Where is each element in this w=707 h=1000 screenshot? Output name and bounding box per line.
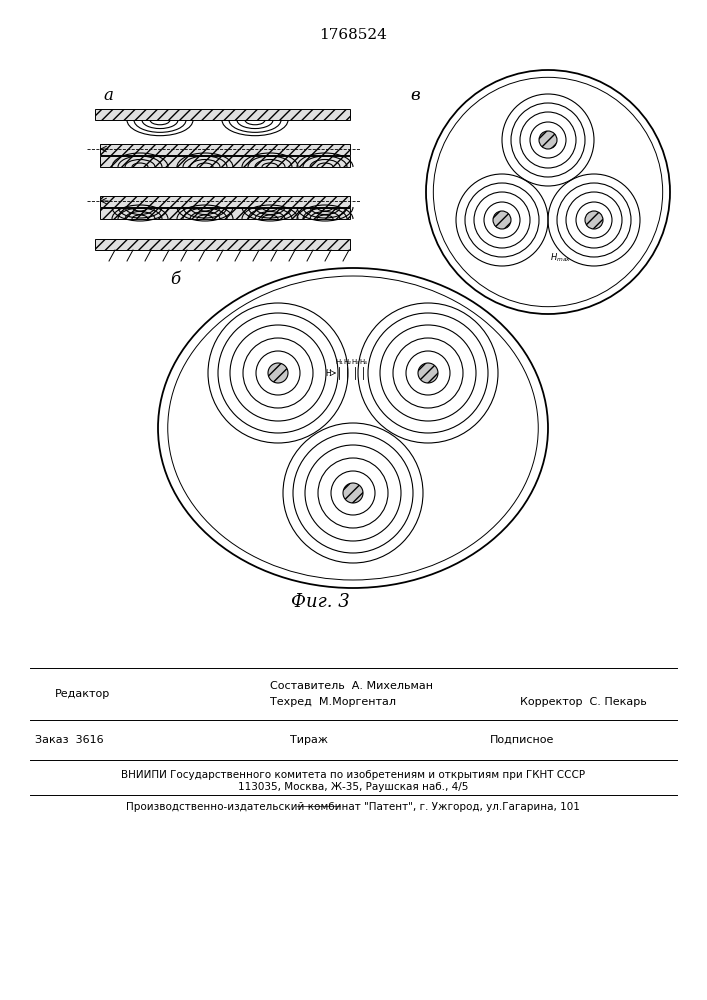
Text: Тираж: Тираж [290, 735, 328, 745]
Text: 1768524: 1768524 [319, 28, 387, 42]
Text: ВНИИПИ Государственного комитета по изобретениям и открытиям при ГКНТ СССР: ВНИИПИ Государственного комитета по изоб… [121, 770, 585, 780]
Text: а: а [103, 87, 113, 104]
Circle shape [539, 131, 557, 149]
Text: Редактор: Редактор [55, 689, 110, 699]
Bar [100, 144, 350, 155]
Text: H₃: H₃ [351, 359, 359, 365]
Text: $H_{max}$: $H_{max}$ [550, 252, 571, 264]
Text: H₄: H₄ [359, 359, 367, 365]
Text: Подписное: Подписное [490, 735, 554, 745]
Text: Техред  М.Моргентал: Техред М.Моргентал [270, 697, 396, 707]
Bar [100, 156, 350, 167]
Text: H₂: H₂ [343, 359, 351, 365]
Text: H: H [325, 368, 331, 377]
Text: Составитель  А. Михельман: Составитель А. Михельман [270, 681, 433, 691]
Bar [100, 196, 350, 207]
Text: H₁: H₁ [335, 359, 343, 365]
Circle shape [268, 363, 288, 383]
Text: Корректор  С. Пекарь: Корректор С. Пекарь [520, 697, 647, 707]
Circle shape [585, 211, 603, 229]
Circle shape [343, 483, 363, 503]
Text: Производственно-издательский комбинат "Патент", г. Ужгород, ул.Гагарина, 101: Производственно-издательский комбинат "П… [126, 802, 580, 812]
Circle shape [493, 211, 511, 229]
Bar [95, 239, 350, 250]
Text: в: в [410, 87, 420, 104]
Bar [100, 208, 350, 219]
Text: Заказ  3616: Заказ 3616 [35, 735, 104, 745]
Text: б: б [170, 271, 180, 288]
Bar [95, 109, 350, 120]
Text: 113035, Москва, Ж-35, Раушская наб., 4/5: 113035, Москва, Ж-35, Раушская наб., 4/5 [238, 782, 468, 792]
Text: Фиг. 3: Фиг. 3 [291, 593, 349, 611]
Circle shape [418, 363, 438, 383]
